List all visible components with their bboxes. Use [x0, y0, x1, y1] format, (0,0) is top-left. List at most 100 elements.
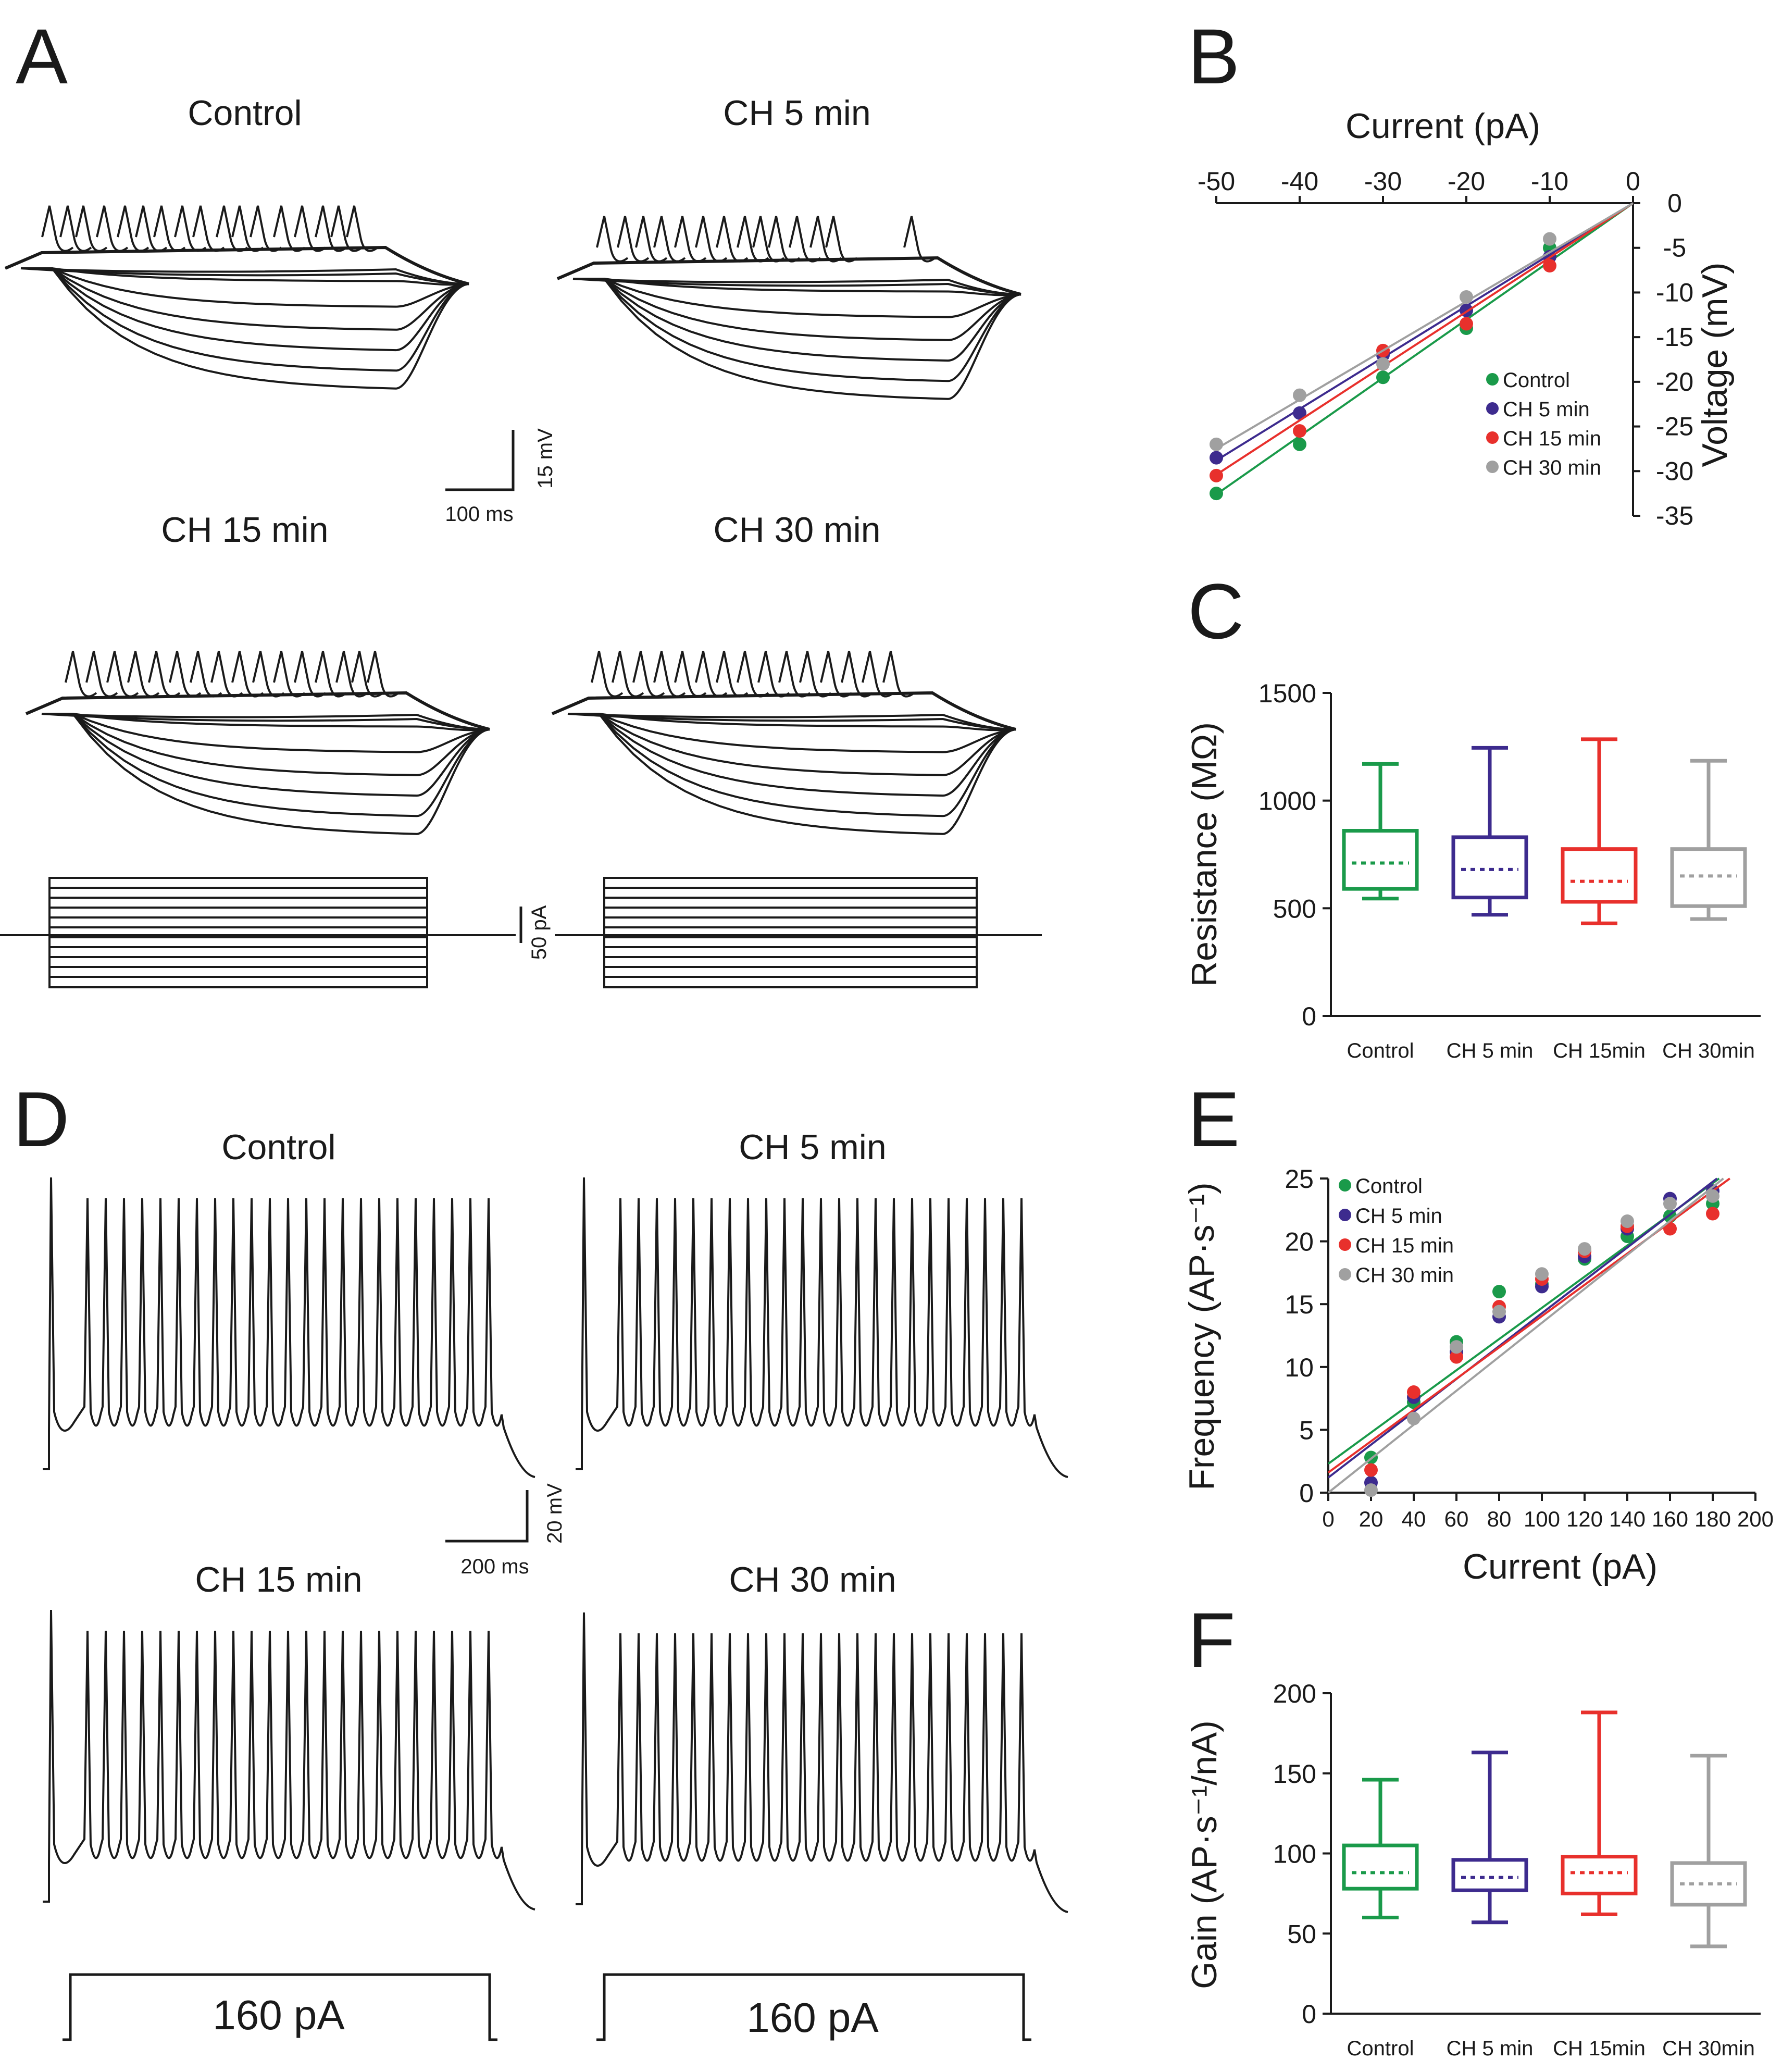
- subthreshold-trace: [20, 267, 469, 285]
- hyperpolarizing-trace: [42, 713, 490, 753]
- y-tick-label: 150: [1273, 1759, 1316, 1789]
- hyperpolarizing-trace: [568, 713, 1016, 817]
- panel-letter-c: C: [1188, 567, 1244, 655]
- category-label: Control: [1347, 1039, 1414, 1062]
- axis-title-y-e: Frequency (AP·s⁻¹): [1182, 1182, 1222, 1490]
- data-point-ch15: [1663, 1222, 1677, 1236]
- spike-train-trace: [43, 1609, 535, 1910]
- scale-bar-a: [445, 430, 515, 491]
- subthreshold-trace: [572, 278, 1021, 295]
- x-tick-label-e: 60: [1444, 1507, 1469, 1531]
- y-tick-label-b: -35: [1656, 501, 1693, 530]
- x-tick-label-b: -40: [1281, 167, 1318, 196]
- y-tick-label-e: 15: [1285, 1290, 1314, 1319]
- y-tick-label: 200: [1273, 1679, 1316, 1708]
- legend-marker-ch15: [1339, 1238, 1351, 1251]
- category-label: CH 15min: [1553, 1039, 1646, 1062]
- axis-title-y-c: Resistance (MΩ): [1185, 722, 1224, 987]
- chart-f-gain: 0 50 100 150 200 Control CH 5 min CH 15min CH 30…: [1273, 1679, 1761, 2060]
- y-tick-label-b: 0: [1667, 189, 1682, 218]
- data-point-ch15: [1293, 424, 1306, 438]
- data-point-ch15: [1706, 1207, 1719, 1221]
- y-tick-label-b: -25: [1656, 412, 1693, 441]
- x-tick-label-b: -20: [1448, 167, 1485, 196]
- data-point-ch30: [1210, 437, 1223, 451]
- hyperpolarizing-trace: [568, 713, 1016, 776]
- data-point-ch15: [1450, 1350, 1463, 1364]
- x-tick-label-b: -50: [1198, 167, 1235, 196]
- hyperpolarizing-trace: [42, 713, 490, 835]
- panel-letter-e: E: [1188, 1075, 1240, 1163]
- panel-b: B Current (pA) Voltage (mV) -50 -40 -30 -20…: [1188, 13, 1735, 530]
- x-tick-label-e: 160: [1652, 1507, 1688, 1531]
- legend-label-ch30: CH 30 min: [1503, 456, 1601, 479]
- spike-train-ch30: [576, 1612, 1068, 1913]
- x-tick-label-e: 80: [1487, 1507, 1512, 1531]
- hyperpolarizing-trace: [21, 267, 469, 352]
- legend-marker-ch30: [1486, 461, 1499, 473]
- fit-line-ch5: [1215, 202, 1634, 462]
- y-tick-label-b: -15: [1656, 322, 1693, 352]
- hyperpolarizing-trace: [573, 278, 1021, 296]
- x-tick-label-e: 120: [1566, 1507, 1603, 1531]
- chart-b-iv-curve: -50 -40 -30 -20 -10 00 -5 -10 -15 -20 -25 -30 -35 Con…: [1198, 167, 1693, 530]
- current-protocol-right: [555, 877, 1042, 988]
- y-tick-label: 0: [1302, 1002, 1316, 1031]
- box-ch5: [1451, 835, 1528, 900]
- step-label-left: 160 pA: [213, 1992, 345, 2038]
- category-label: CH 5 min: [1447, 1039, 1534, 1062]
- category-label: CH 30min: [1662, 2037, 1755, 2060]
- box-ch15: [1561, 1855, 1638, 1895]
- y-tick-label: 1500: [1258, 679, 1316, 708]
- fit-line-ch30: [1215, 202, 1634, 450]
- hyperpolarizing-trace: [573, 278, 1021, 318]
- spike-train-trace: [576, 1612, 1068, 1913]
- current-protocol-left: [0, 877, 516, 988]
- scale-time-d: 200 ms: [460, 1555, 529, 1578]
- voltage-traces-ch15: [25, 651, 490, 835]
- trace-title-ch15-a: CH 15 min: [161, 510, 328, 550]
- action-potential-traces: [41, 205, 379, 252]
- action-potential-traces: [596, 216, 936, 263]
- data-point-ch15: [1364, 1463, 1378, 1477]
- x-tick-label-e: 180: [1694, 1507, 1731, 1531]
- box-ch30: [1670, 1861, 1747, 1907]
- step-protocol-left: [63, 1973, 497, 2041]
- step-protocol-right: [596, 1973, 1031, 2041]
- trace-title-ch30-a: CH 30 min: [713, 510, 880, 550]
- chart-c-resistance: 0 500 1000 1500 Control CH 5 min CH 15min CH 30…: [1258, 679, 1761, 1062]
- data-point-ch30: [1407, 1411, 1420, 1425]
- y-tick-label-e: 20: [1285, 1227, 1314, 1257]
- data-point-ch15: [1543, 259, 1556, 272]
- x-tick-label-e: 0: [1322, 1507, 1334, 1531]
- legend-label-ch5: CH 5 min: [1355, 1205, 1442, 1227]
- data-point-ch15: [1460, 317, 1473, 331]
- data-point-ch30: [1293, 388, 1306, 402]
- legend-marker-control: [1339, 1179, 1351, 1192]
- chart-e-fi-curve: 0 5 10 15 20 25 0 20 40 60 80 100 120 140 160 180 200 Con…: [1285, 1164, 1774, 1531]
- step-protocol-box: [48, 877, 428, 988]
- scale-bar-d: [445, 1490, 529, 1543]
- spike-train-ch5: [576, 1177, 1068, 1478]
- legend-label-control: Control: [1503, 369, 1570, 392]
- category-label: CH 30min: [1662, 1039, 1755, 1062]
- trace-title-ch5-a: CH 5 min: [723, 93, 870, 133]
- data-point-ch30: [1535, 1267, 1549, 1281]
- hyperpolarizing-trace: [42, 713, 490, 731]
- legend-label-ch15: CH 15 min: [1503, 427, 1601, 450]
- action-potential-traces: [65, 651, 400, 698]
- data-point-ch15: [1407, 1385, 1420, 1399]
- subthreshold-trace: [567, 713, 1016, 730]
- data-point-ch30: [1543, 232, 1556, 246]
- voltage-traces-control: [4, 205, 469, 390]
- trace-title-ch5-d: CH 5 min: [739, 1127, 886, 1167]
- depolarized-baseline-trace: [551, 691, 1016, 731]
- fit-line-ch15: [1215, 202, 1634, 476]
- fit-line-ch5: [1327, 1177, 1718, 1479]
- subthreshold-trace: [567, 713, 1016, 730]
- y-tick-label: 50: [1287, 1919, 1316, 1949]
- data-point-ch30: [1492, 1305, 1506, 1319]
- category-label: Control: [1347, 2037, 1414, 2060]
- data-point-ch30: [1376, 357, 1390, 371]
